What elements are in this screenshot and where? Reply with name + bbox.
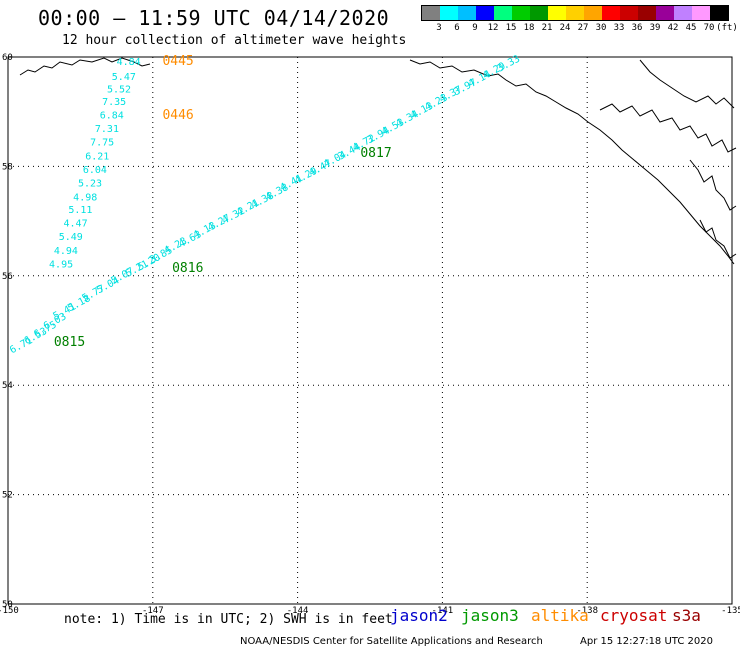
lon-tick-label: -141 xyxy=(432,606,454,616)
legend-tick-label: 6 xyxy=(454,23,460,33)
legend-tick-label: 27 xyxy=(577,23,589,33)
grid-layer xyxy=(7,56,733,605)
legend-tick-label: 33 xyxy=(613,23,625,33)
legend-tick-label: 39 xyxy=(649,23,661,33)
swh-value-label: 4.95 xyxy=(49,260,73,271)
inland-coast xyxy=(639,59,735,109)
pass-time-label: 0815 xyxy=(54,335,85,350)
legend-swatch xyxy=(620,6,638,20)
satellite-name-s3a: s3a xyxy=(672,606,701,625)
legend-tick-label: 12 xyxy=(487,23,499,33)
legend-swatch xyxy=(440,6,458,20)
swh-value-label: 4.84 xyxy=(117,57,141,68)
swh-value-label: 4.98 xyxy=(73,192,97,203)
legend-tick-label: 36 xyxy=(631,23,643,33)
pass-time-label: 0817 xyxy=(360,146,391,161)
legend-tick-label: 9 xyxy=(472,23,478,33)
coastline xyxy=(19,57,737,265)
map-subtitle: 12 hour collection of altimeter wave hei… xyxy=(62,33,407,48)
lat-tick-label: 56 xyxy=(2,272,13,282)
legend-tick-label: 21 xyxy=(541,23,553,33)
legend-tick-label: 15 xyxy=(505,23,517,33)
map-frame xyxy=(7,56,733,605)
legend-tick-label: 42 xyxy=(667,23,679,33)
legend-swatch xyxy=(674,6,692,20)
swh-value-label: 5.52 xyxy=(107,85,131,96)
swh-value-label: 7.31 xyxy=(95,124,119,135)
legend-ticks: 3 6 9 12 15 18 21 24 27 30 33 36 39 42 45 70 (ft) xyxy=(421,21,738,35)
alaska-coast-east xyxy=(409,59,735,265)
lon-tick-label: -150 xyxy=(0,606,19,616)
legend-swatch xyxy=(602,6,620,20)
alaska-coast-north xyxy=(19,57,151,76)
lat-tick-label: 60 xyxy=(2,53,13,63)
legend-tick-label: 30 xyxy=(595,23,607,33)
lon-tick-label: -138 xyxy=(576,606,598,616)
map-title: 00:00 – 11:59 UTC 04/14/2020 xyxy=(38,6,390,30)
legend-tick-label: 45 xyxy=(685,23,697,33)
color-legend: 3 6 9 12 15 18 21 24 27 30 33 36 39 42 45 70 (ft) xyxy=(421,5,738,35)
lat-tick-label: 50 xyxy=(2,600,13,610)
legend-swatch xyxy=(638,6,656,20)
legend-tick-label: 18 xyxy=(523,23,535,33)
lat-tick-label: 58 xyxy=(2,162,13,172)
swh-value-label: 6.84 xyxy=(100,110,124,121)
satellite-name-jason2: jason2 xyxy=(390,606,448,625)
legend-swatch xyxy=(710,6,728,20)
se-alaska-islands-2 xyxy=(689,159,737,211)
pass-time-label: 0445 xyxy=(162,54,193,69)
swh-value-label: 4.47 xyxy=(64,219,88,230)
lon-tick-label: -144 xyxy=(287,606,309,616)
pass-time-label: 0816 xyxy=(172,261,203,276)
pass-time-label: 0446 xyxy=(162,108,193,123)
axis-labels: -150 -147 -144 -141 -138 -135 60 58 56 54 52 50 xyxy=(0,53,740,616)
legend-swatch xyxy=(458,6,476,20)
satellite-name-altika: altika xyxy=(531,606,589,625)
legend-swatch xyxy=(584,6,602,20)
legend-tick-label: 70 xyxy=(703,23,715,33)
lat-tick-label: 54 xyxy=(2,381,13,391)
legend-swatch xyxy=(548,6,566,20)
swh-value-label: 6.21 xyxy=(85,151,109,162)
legend-swatch xyxy=(692,6,710,20)
lon-tick-label: -147 xyxy=(142,606,164,616)
credit-date: Apr 15 12:27:18 UTC 2020 xyxy=(580,636,713,647)
credit-text: NOAA/NESDIS Center for Satellite Applica… xyxy=(240,636,543,647)
satellite-name-cryosat: cryosat xyxy=(600,606,668,625)
legend-tick-label: 24 xyxy=(559,23,571,33)
swh-value-label: 5.11 xyxy=(68,205,92,216)
swh-value-label: 6.04 xyxy=(83,165,107,176)
se-alaska-islands-1 xyxy=(599,103,737,153)
swh-value-label: 5.47 xyxy=(112,72,136,83)
swh-value-label: 7.35 xyxy=(102,97,126,108)
swh-value-label: 5.49 xyxy=(59,232,83,243)
legend-swatch xyxy=(566,6,584,20)
lon-tick-label: -135 xyxy=(721,606,740,616)
se-alaska-islands-3 xyxy=(699,219,737,259)
legend-swatch xyxy=(422,6,440,20)
lat-tick-label: 52 xyxy=(2,491,13,501)
track-altika: 4.84 5.47 5.527.35 6.84 7.31 7.75 6.21 6.04 5.23… xyxy=(49,54,194,270)
legend-swatch xyxy=(476,6,494,20)
swh-value-label: 5.23 xyxy=(78,179,102,190)
legend-swatch xyxy=(530,6,548,20)
legend-swatches xyxy=(421,5,729,21)
legend-tick-label: (ft) xyxy=(716,23,738,33)
swh-value-label: 7.75 xyxy=(90,138,114,149)
legend-swatch xyxy=(494,6,512,20)
swh-value-label: 4.94 xyxy=(54,246,78,257)
satellite-name-jason3: jason3 xyxy=(461,606,519,625)
legend-swatch xyxy=(512,6,530,20)
legend-swatch xyxy=(656,6,674,20)
note-text: note: 1) Time is in UTC; 2) SWH is in fe… xyxy=(64,612,393,627)
legend-tick-label: 3 xyxy=(436,23,442,33)
